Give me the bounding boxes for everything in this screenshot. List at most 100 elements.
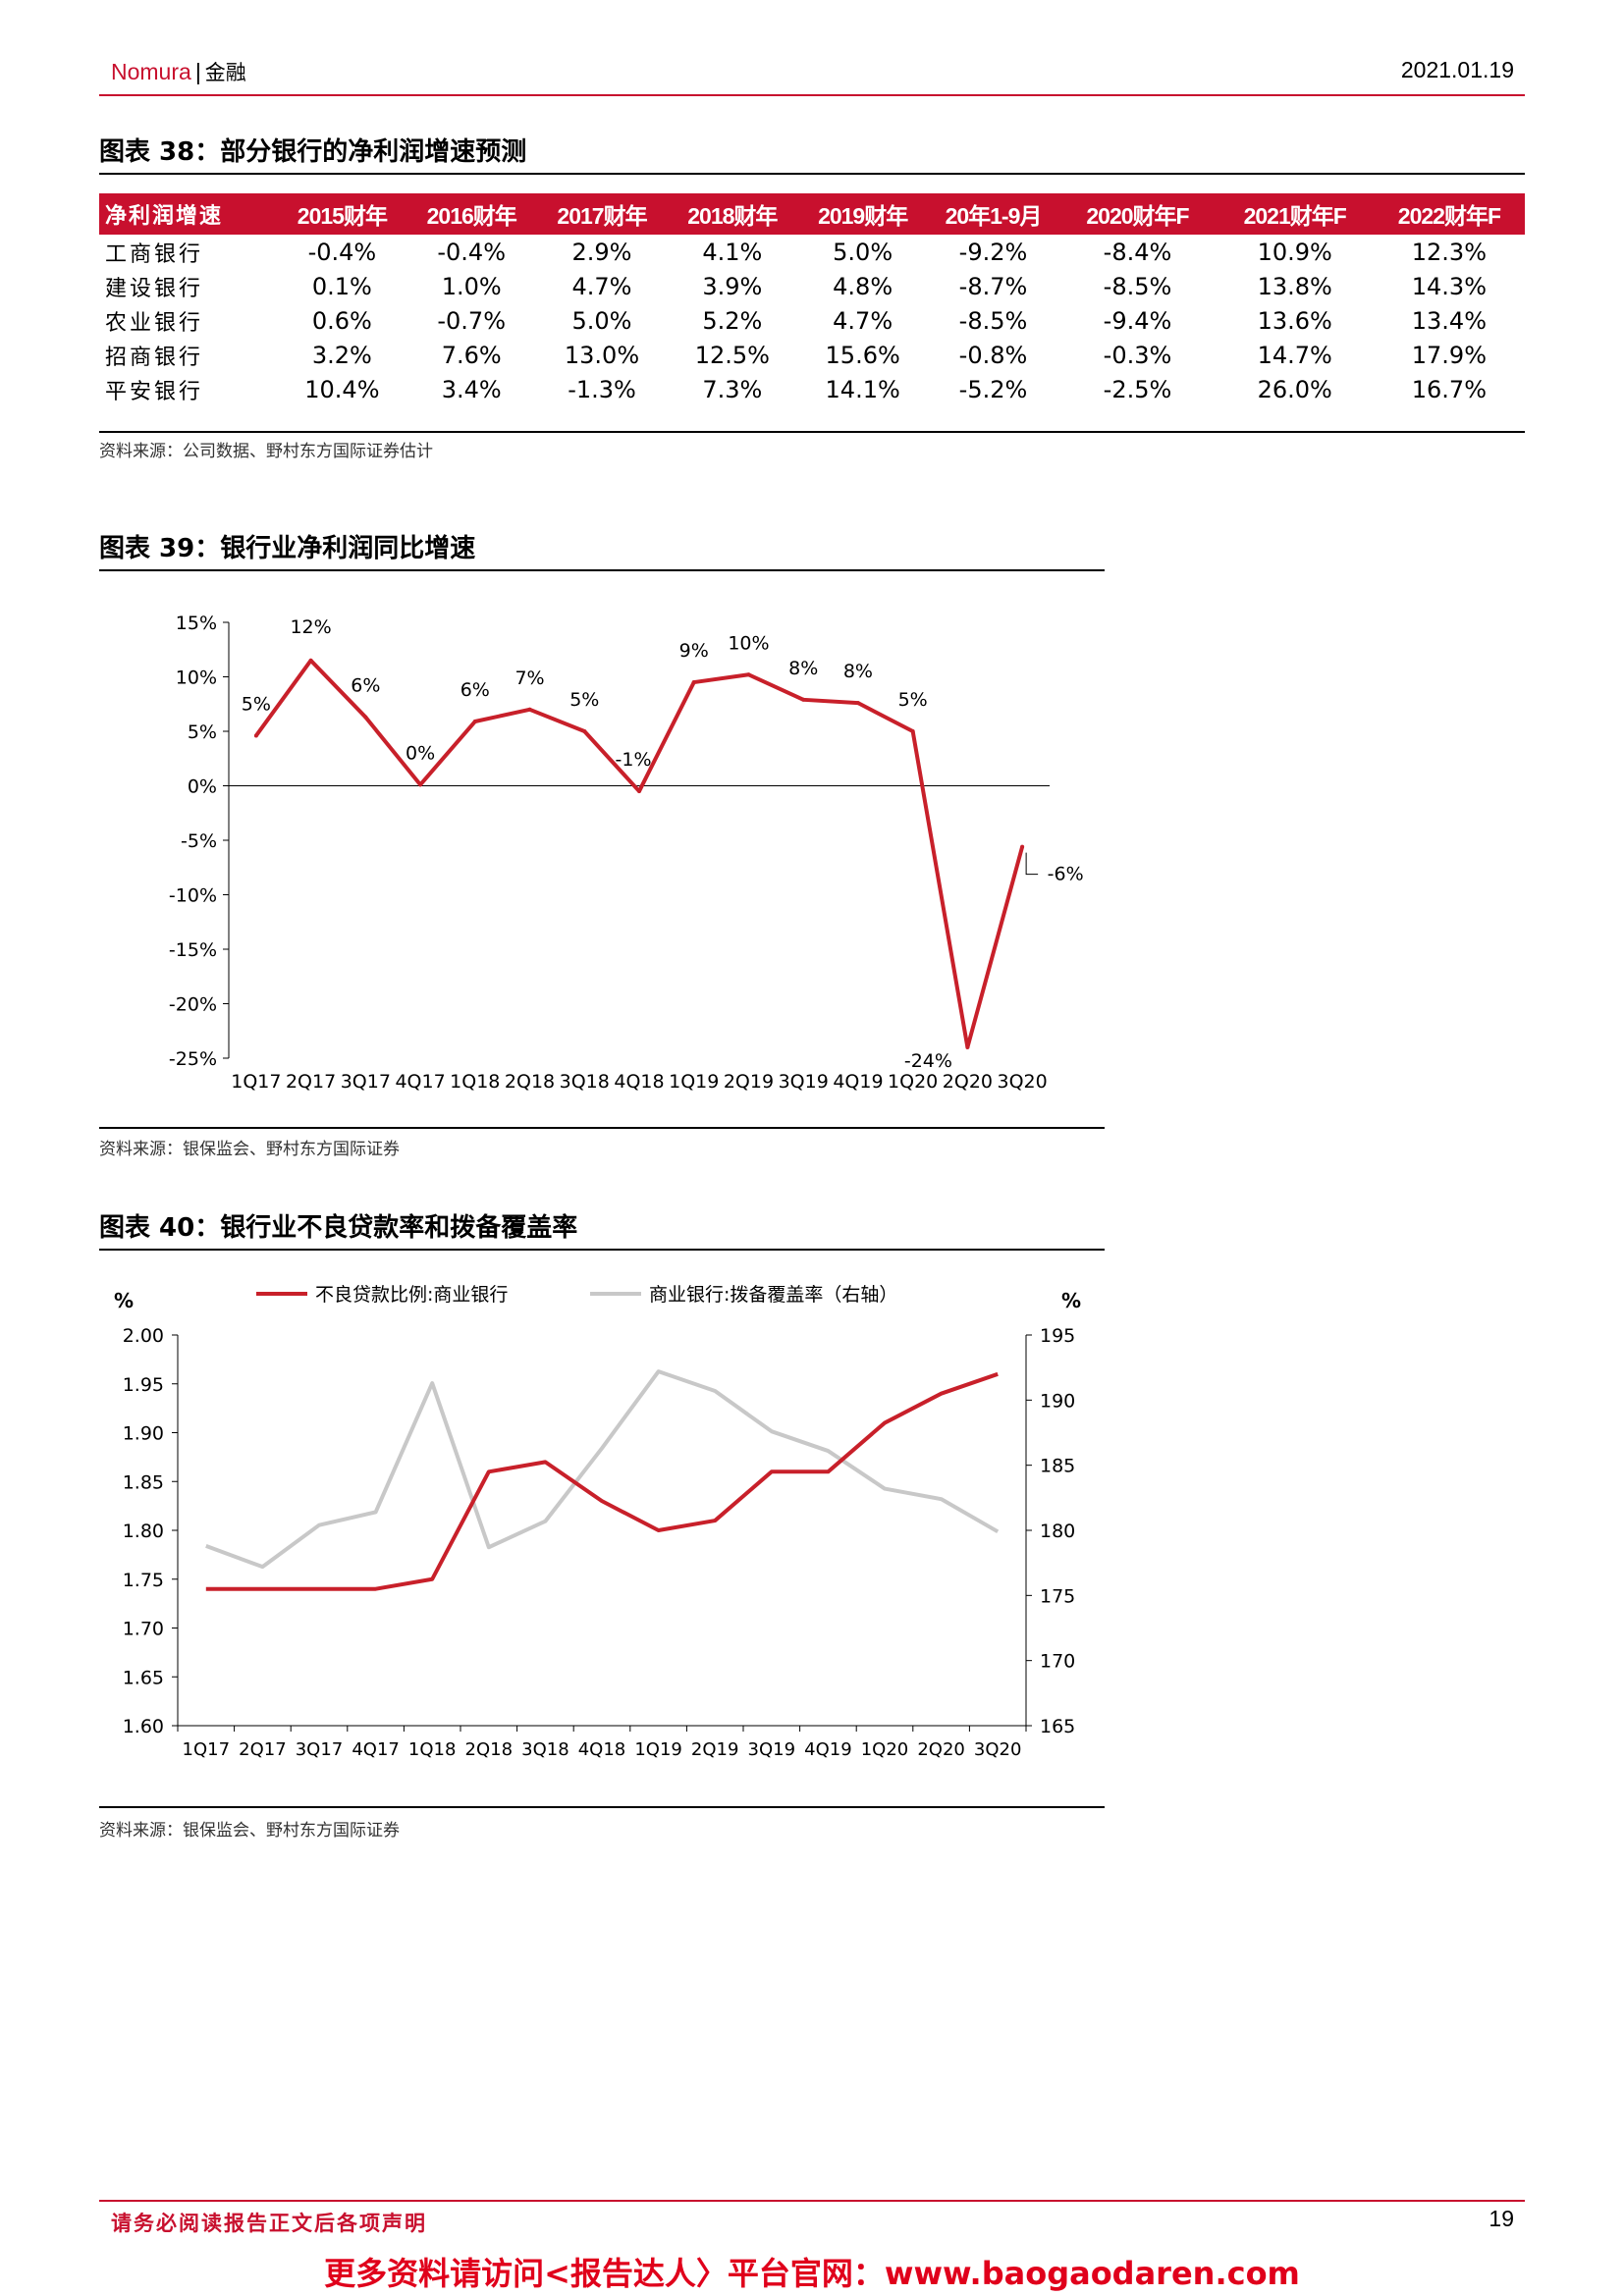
table-cell: 10.4%: [304, 375, 380, 403]
table-header-cell: 2017财年: [537, 193, 667, 235]
footer-disclaimer-note: 请务必阅读报告正文后各项声明: [111, 2212, 427, 2235]
right-tick-label: 180: [1040, 1521, 1075, 1542]
data-point: [965, 1044, 970, 1049]
table-row-label: 平安银行: [105, 379, 204, 404]
data-label: 5%: [242, 693, 271, 715]
table-row: 招商银行 3.2% 7.6% 13.0% 12.5% 15.6% -0.8% -0.3% 14.…: [99, 338, 1525, 372]
table-header-cell: 2022财年F: [1373, 193, 1525, 235]
table-cell: 17.9%: [1411, 341, 1488, 369]
left-axis-unit: %: [114, 1289, 134, 1312]
left-tick-label: 1.85: [123, 1471, 164, 1493]
table-cell: -8.5%: [1103, 272, 1172, 300]
data-point: [527, 707, 532, 712]
table-cell: -2.5%: [1103, 375, 1172, 403]
table-cell: 13.4%: [1411, 306, 1488, 335]
x-tick-label: 1Q19: [669, 1071, 719, 1093]
table-cell: 5.0%: [571, 306, 632, 335]
right-tick-label: 190: [1040, 1390, 1075, 1412]
right-tick-label: 165: [1040, 1716, 1075, 1737]
data-point: [582, 729, 587, 733]
right-tick-label: 175: [1040, 1585, 1075, 1607]
left-tick-label: 1.60: [123, 1716, 164, 1737]
y-tick-label: -15%: [169, 939, 217, 961]
footer-divider: [99, 2200, 1525, 2202]
x-tick-label: 1Q20: [861, 1739, 909, 1760]
label-leader-line: [1025, 852, 1039, 876]
table-cell: 3.9%: [702, 272, 763, 300]
left-tick-label: 1.65: [123, 1667, 164, 1688]
npl-ratio-line: [205, 1371, 999, 1591]
legend-label-coverage: 商业银行:拨备覆盖率（右轴）: [649, 1284, 897, 1306]
data-point: [746, 672, 751, 677]
table-header-cell: 2021财年F: [1216, 193, 1374, 235]
figure-40-source: 资料来源：银保监会、野村东方国际证券: [99, 1821, 400, 1841]
x-tick-label: 3Q17: [296, 1739, 344, 1760]
table-cell: 4.7%: [833, 306, 893, 335]
table-cell: -0.4%: [437, 238, 507, 266]
left-tick-label: 1.75: [123, 1570, 164, 1591]
y-tick-label: -25%: [169, 1048, 217, 1070]
data-label: 5%: [569, 689, 599, 711]
table-cell: -0.7%: [437, 306, 507, 335]
table-row-label: 建设银行: [105, 276, 204, 301]
data-label: 0%: [406, 742, 435, 764]
table-cell: 26.0%: [1257, 375, 1332, 403]
x-tick-label: 3Q19: [779, 1071, 829, 1093]
header-date: 2021.01.19: [1400, 57, 1514, 82]
table-cell: 3.2%: [311, 341, 372, 369]
npl-coverage-dual-axis-chart: % % 2.00 1.95 1.90 1.85 1.80 1.75 1.70 1.65 1.60 19…: [114, 1284, 1081, 1760]
x-tick-label: 1Q17: [183, 1739, 231, 1760]
table-cell: -5.2%: [958, 375, 1028, 403]
table-cell: -0.3%: [1103, 341, 1172, 369]
table-cell: 14.7%: [1257, 341, 1332, 369]
data-point: [637, 789, 641, 794]
data-point: [308, 658, 313, 663]
table-cell: -0.8%: [958, 341, 1028, 369]
y-tick-label: 5%: [188, 721, 217, 743]
x-tick-label: 4Q17: [395, 1071, 445, 1093]
y-tick-label: -5%: [181, 830, 217, 852]
figure-40-title: 图表 40：银行业不良贷款率和拨备覆盖率: [99, 1213, 578, 1243]
data-point: [691, 680, 696, 685]
table-cell: 12.3%: [1411, 238, 1488, 266]
table-cell: 14.3%: [1411, 272, 1488, 300]
x-tick-label: 4Q18: [578, 1739, 626, 1760]
y-tick-label: 10%: [176, 667, 217, 689]
table-cell: 13.8%: [1257, 272, 1332, 300]
table-cell: 5.2%: [702, 306, 763, 335]
y-tick-label: -10%: [169, 885, 217, 907]
x-tick-label: 2Q17: [286, 1071, 336, 1093]
data-label: 7%: [514, 667, 544, 689]
x-tick-label: 2Q18: [505, 1071, 555, 1093]
profit-growth-line-chart: 15%10%5%0%-5%-10%-15%-20%-25%1Q17 2Q17 3Q1…: [169, 613, 1084, 1093]
legend-label-npl: 不良贷款比例:商业银行: [315, 1284, 508, 1306]
x-tick-label: 3Q18: [560, 1071, 610, 1093]
x-tick-label: 1Q18: [408, 1739, 457, 1760]
data-point: [418, 782, 423, 787]
data-point: [801, 697, 806, 702]
x-tick-label: 3Q20: [974, 1739, 1022, 1760]
figure-40-top-rule: [99, 1249, 1105, 1251]
x-tick-label: 3Q17: [341, 1071, 391, 1093]
brand-name: Nomura: [111, 59, 191, 84]
data-point: [363, 715, 368, 720]
table-cell: -8.4%: [1103, 238, 1172, 266]
left-tick-label: 1.70: [123, 1619, 164, 1640]
table-header-row: 净利润增速 2015财年 2016财年 2017财年 2018财年 2019财年 20年1-…: [99, 193, 1525, 235]
table-row-label: 工商银行: [105, 241, 204, 267]
data-label: 10%: [728, 632, 769, 654]
figure-40-bottom-rule: [99, 1806, 1105, 1808]
bank-profit-table: 净利润增速 2015财年 2016财年 2017财年 2018财年 2019财年 20年1-…: [99, 193, 1525, 406]
figure-38-bottom-rule: [99, 431, 1525, 433]
footer-promo-link[interactable]: 更多资料请访问<报告达人〉平台官网：www.baogaodaren.com: [324, 2255, 1300, 2292]
table-cell: -8.7%: [958, 272, 1028, 300]
x-tick-label: 2Q20: [917, 1739, 965, 1760]
right-tick-label: 170: [1040, 1651, 1075, 1673]
table-row-label: 招商银行: [105, 345, 204, 370]
table-cell: 4.7%: [571, 272, 632, 300]
table-cell: -1.3%: [568, 375, 636, 403]
data-point: [1020, 844, 1025, 849]
figure-39-title: 图表 39：银行业净利润同比增速: [99, 534, 476, 563]
figure-38-source: 资料来源：公司数据、野村东方国际证券估计: [99, 442, 433, 461]
series-line: [254, 658, 1025, 1049]
